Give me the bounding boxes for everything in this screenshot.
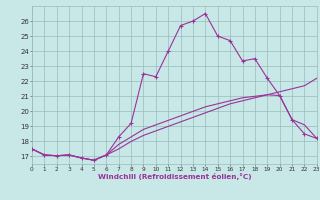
X-axis label: Windchill (Refroidissement éolien,°C): Windchill (Refroidissement éolien,°C)	[98, 173, 251, 180]
